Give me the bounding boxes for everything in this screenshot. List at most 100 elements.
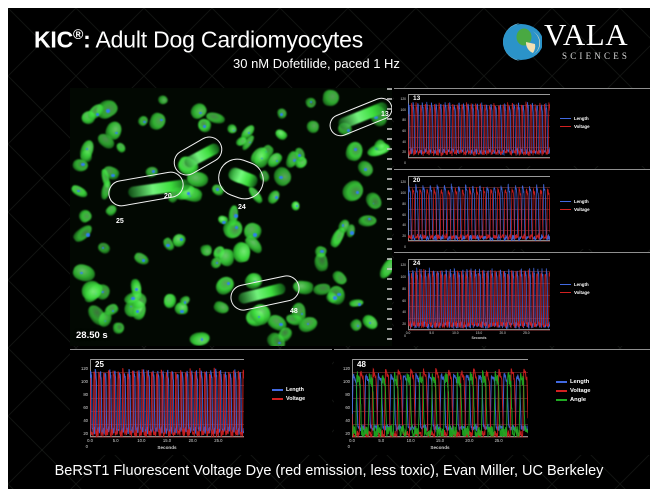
chart-traces — [352, 367, 528, 437]
legend-item[interactable]: Voltage — [560, 124, 590, 129]
chart-top-border — [394, 169, 650, 170]
cell-nucleus — [350, 231, 355, 235]
y-axis-tick-label: 0 — [85, 444, 88, 449]
legend-color-swatch — [272, 389, 283, 391]
x-axis-tick-label: 10.0 — [137, 438, 146, 443]
cardiomyocyte-cell — [265, 188, 282, 206]
vala-circle-mark-icon — [503, 23, 542, 61]
x-axis-title: Seconds — [471, 336, 487, 340]
legend-item[interactable]: Length — [272, 387, 305, 393]
chart-gridline — [352, 385, 528, 386]
trace-chart-25[interactable]: 120 100 80 60 40 20 0 0.0 5.0 10.0 15.0 20.0 25.0 25 L… — [70, 349, 332, 455]
legend-item[interactable]: Voltage — [272, 396, 305, 402]
chart-gridline — [408, 104, 550, 106]
trace-chart-48[interactable]: 120 100 80 60 40 20 0 0.0 5.0 10.0 15.0 20.0 25.0 48 L… — [334, 349, 650, 455]
chart-legend: Length Voltage — [560, 199, 590, 215]
trace-chart-20[interactable]: 120 100 80 60 40 20 0 20 Length Voltage — [394, 169, 650, 249]
cardiomyocyte-cell — [76, 207, 94, 224]
cell-nucleus — [101, 290, 105, 294]
trace-chart-24[interactable]: 120 100 80 60 40 20 0 0.0 5.0 10.0 15.0 20.0 25.0 24 L… — [394, 252, 650, 346]
x-axis-tick-label: 10.0 — [406, 438, 415, 443]
legend-color-swatch — [560, 283, 571, 286]
legend-item[interactable]: Length — [560, 116, 590, 121]
y-axis-tick-label: 120 — [400, 263, 406, 267]
trace-voltage — [408, 268, 550, 330]
cell-nucleus — [166, 243, 171, 248]
chart-legend: Length Voltage — [272, 387, 305, 405]
chart-gridline — [352, 372, 528, 373]
cell-nucleus — [319, 250, 324, 254]
cell-nucleus — [353, 148, 357, 151]
page-title-product: KIC — [34, 26, 74, 53]
legend-item[interactable]: Voltage — [560, 207, 590, 212]
chart-gridline — [408, 115, 550, 117]
cell-nucleus — [183, 301, 187, 304]
chart-top-border — [334, 349, 650, 350]
y-axis-tick-label: 80 — [402, 201, 406, 206]
chart-gridline — [352, 437, 528, 438]
x-axis-title: Seconds — [430, 445, 450, 450]
y-axis-tick-label: 120 — [400, 97, 406, 101]
trace-chart-13[interactable]: 120 100 80 60 40 20 0 13 Length Voltage — [394, 88, 650, 166]
cell-nucleus — [257, 315, 261, 319]
fluorescence-micrograph[interactable]: 13 20 25 24 48 28.50 s — [70, 88, 392, 346]
x-axis-line — [408, 157, 550, 158]
chart-traces — [408, 101, 550, 157]
cell-nucleus — [295, 205, 298, 208]
cell-nucleus — [85, 147, 89, 151]
y-axis-tick-label: 40 — [402, 223, 406, 228]
legend-label: Length — [570, 379, 590, 385]
y-axis-tick-label: 20 — [402, 234, 406, 239]
cardiomyocyte-cell — [358, 214, 377, 227]
y-axis-tick-label: 80 — [402, 286, 406, 291]
logo-wordmark: VALA — [544, 17, 629, 52]
legend-item[interactable]: Length — [560, 199, 590, 204]
cell-nucleus — [234, 226, 239, 230]
x-axis-tick-label: 20.0 — [188, 438, 197, 443]
y-axis-tick-label: 40 — [402, 310, 406, 315]
cell-nucleus — [129, 305, 132, 308]
trace-length — [408, 183, 550, 241]
y-axis-tick-label: 60 — [402, 129, 406, 133]
legend-label: Length — [574, 116, 589, 121]
chart-id-label: 24 — [411, 260, 423, 267]
cell-nucleus — [252, 233, 257, 237]
cardiomyocyte-cell — [344, 139, 365, 162]
legend-item[interactable]: Length — [556, 379, 591, 385]
legend-label: Length — [574, 282, 589, 287]
x-axis-line — [408, 240, 550, 241]
chart-gridline — [352, 359, 528, 360]
trace-angle — [352, 370, 528, 437]
cell-nucleus — [95, 113, 99, 116]
y-axis-tick-label: 100 — [400, 190, 406, 195]
y-axis-tick-label: 100 — [400, 107, 406, 112]
legend-item[interactable]: Angle — [556, 397, 591, 403]
x-axis-title: Seconds — [157, 445, 177, 450]
cell-nucleus — [309, 101, 312, 104]
cell-nucleus — [260, 157, 263, 160]
cell-nucleus — [280, 113, 284, 116]
y-axis-tick-label: 100 — [400, 274, 406, 279]
micrograph-timestamp: 28.50 s — [76, 330, 108, 341]
legend-color-swatch — [560, 208, 571, 211]
cell-nucleus — [374, 115, 378, 119]
y-axis-tick-label: 20 — [83, 431, 88, 436]
chart-plot-area: 120 100 80 60 40 20 0 0.0 5.0 10.0 15.0 20.0 25.0 — [81, 359, 244, 449]
slide-header: KIC®: Adult Dog Cardiomyocytes 30 nM Dof… — [8, 8, 650, 76]
legend-item[interactable]: Voltage — [560, 290, 590, 295]
legend-item[interactable]: Voltage — [556, 388, 591, 394]
cell-nucleus — [77, 190, 80, 193]
chart-gridline — [408, 126, 550, 127]
cardiomyocyte-cell — [273, 127, 289, 143]
cardiomyocyte-cell — [156, 93, 169, 107]
legend-item[interactable]: Length — [560, 282, 590, 287]
cell-nucleus — [249, 141, 252, 144]
legend-label: Length — [286, 387, 304, 393]
cell-nucleus — [111, 173, 116, 177]
chart-legend: Length Voltage — [560, 116, 590, 132]
x-axis-tick-label: 15.0 — [435, 438, 445, 443]
cell-nucleus — [202, 125, 206, 128]
chart-legend: Length Voltage — [560, 282, 590, 298]
cell-nucleus — [199, 111, 202, 114]
x-axis-line — [408, 329, 550, 330]
